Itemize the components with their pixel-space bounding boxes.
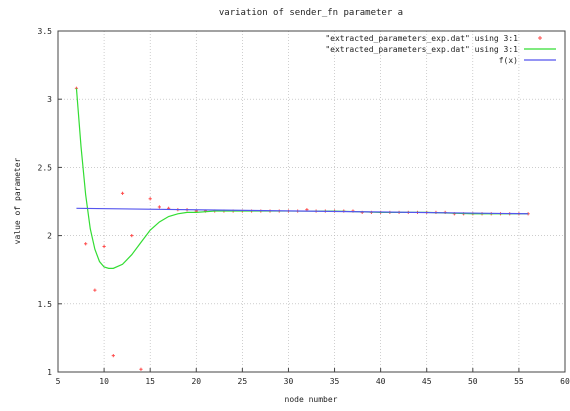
y-tick-label: 3 — [47, 95, 52, 104]
x-tick-label: 55 — [514, 377, 524, 386]
y-tick-label: 1.5 — [38, 300, 53, 309]
data-point — [139, 367, 143, 371]
y-tick-label: 1 — [47, 368, 52, 377]
fx-line — [76, 207, 529, 215]
data-point — [157, 205, 161, 209]
grid-lines — [58, 31, 565, 372]
x-tick-label: 50 — [468, 377, 478, 386]
y-tick-label: 3.5 — [38, 27, 53, 36]
data-point — [130, 234, 134, 238]
y-tick-label: 2 — [47, 232, 52, 241]
series-layer — [74, 86, 530, 371]
y-axis-label: value of parameter — [13, 157, 22, 244]
legend-swatch-points — [538, 36, 542, 40]
x-tick-label: 40 — [376, 377, 386, 386]
legend: "extracted_parameters_exp.dat" using 3:1… — [325, 34, 556, 65]
y-tick-label: 2.5 — [38, 163, 53, 172]
data-point — [84, 242, 88, 246]
chart-title: variation of sender_fn parameter a — [219, 8, 403, 18]
x-tick-label: 15 — [145, 377, 155, 386]
x-tick-label: 30 — [284, 377, 294, 386]
x-tick-label: 45 — [422, 377, 432, 386]
x-tick-label: 60 — [560, 377, 570, 386]
x-tick-label: 20 — [191, 377, 201, 386]
x-tick-label: 5 — [56, 377, 61, 386]
x-tick-label: 25 — [238, 377, 248, 386]
x-axis-label: node number — [285, 395, 338, 404]
plot-frame — [57, 30, 566, 373]
data-point — [93, 288, 97, 292]
data-point — [148, 197, 152, 201]
x-tick-label: 35 — [330, 377, 340, 386]
data-point — [111, 354, 115, 358]
legend-label: "extracted_parameters_exp.dat" using 3:1 — [325, 34, 518, 43]
x-tick-label: 10 — [99, 377, 109, 386]
tick-labels: 5 10 15 20 25 30 35 40 45 50 55 60 1 1.5 2 2.5 3 3.5 — [38, 27, 570, 386]
legend-label: "extracted_parameters_exp.dat" using 3:1 — [325, 45, 518, 54]
data-point — [120, 191, 125, 195]
data-point — [102, 244, 106, 249]
legend-label: f(x) — [499, 56, 518, 65]
